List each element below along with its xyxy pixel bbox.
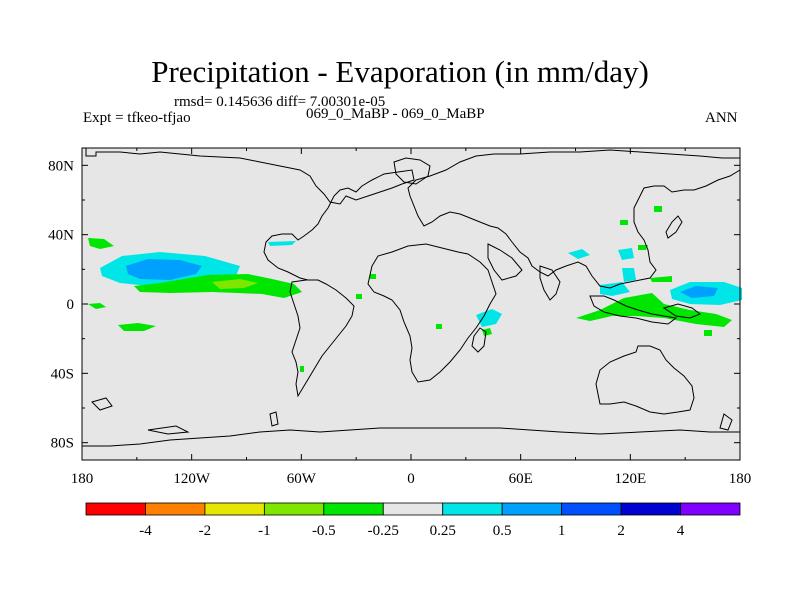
indonesia-coast bbox=[589, 295, 678, 325]
asia-wet bbox=[568, 249, 590, 259]
pacific-warm-dry bbox=[650, 276, 672, 282]
y-tick-label: 40S bbox=[51, 366, 74, 382]
japan-wet bbox=[618, 248, 634, 260]
japan-coast bbox=[665, 215, 683, 239]
arabia-dry bbox=[370, 274, 376, 279]
colorbar-label: -0.25 bbox=[368, 523, 399, 539]
x-tick-label: 60E bbox=[509, 471, 533, 487]
colorbar-box bbox=[263, 502, 325, 516]
colorbar-box bbox=[145, 502, 206, 516]
colorbar-box bbox=[323, 502, 384, 516]
anomaly-patches bbox=[88, 206, 742, 372]
sub-antarctic-island-coast bbox=[91, 397, 113, 411]
new-zealand-coast bbox=[719, 413, 733, 431]
colorbar-box bbox=[501, 502, 563, 516]
x-axis-ticks: 180 120W 60W 0 60E 120E 180 bbox=[71, 148, 752, 487]
caribbean-dry bbox=[356, 294, 362, 299]
x-tick-label: 180 bbox=[729, 471, 752, 487]
madagascar-wet bbox=[476, 309, 502, 327]
eurasia-coast bbox=[407, 149, 741, 289]
madagascar-coast bbox=[471, 327, 487, 353]
y-tick-label: 0 bbox=[67, 297, 75, 313]
maritime-wet bbox=[600, 282, 630, 296]
india-coast bbox=[539, 265, 561, 301]
y-tick-label: 80N bbox=[48, 158, 74, 174]
colorbar: -4 -2 -1 -0.5 -0.25 0.25 0.5 1 2 4 bbox=[85, 502, 741, 539]
colorbar-box bbox=[561, 502, 622, 516]
western-pacific-wet-core bbox=[680, 286, 718, 298]
season-label: ANN bbox=[705, 110, 738, 126]
africa-coast bbox=[367, 243, 497, 383]
australia-coast bbox=[595, 345, 695, 415]
stats-text: rmsd= 0.145636 diff= 7.00301e-05 bbox=[174, 94, 386, 110]
philippines-wet bbox=[622, 268, 636, 282]
y-tick-label: 40N bbox=[48, 228, 74, 244]
southeast-pacific-dry bbox=[118, 323, 156, 331]
colorbar-box bbox=[85, 502, 146, 516]
chart-title: Precipitation - Evaporation (in mm/day) bbox=[151, 54, 649, 89]
central-pacific-wet-core bbox=[126, 259, 202, 280]
gulf-wet bbox=[268, 241, 296, 246]
x-tick-label: 180 bbox=[71, 471, 94, 487]
x-tick-label: 60W bbox=[287, 471, 317, 487]
africa-dry-small bbox=[436, 324, 442, 329]
antarctic-peninsula-coast bbox=[269, 411, 279, 427]
y-tick-label: 80S bbox=[51, 436, 74, 452]
colorbar-label: 2 bbox=[617, 523, 625, 539]
y-axis-ticks: 80N 40N 0 40S 80S bbox=[48, 158, 740, 452]
experiment-label: Expt = tfkeo-tfjao bbox=[83, 110, 191, 126]
new-guinea-coast bbox=[662, 303, 702, 319]
x-tick-label: 0 bbox=[407, 471, 415, 487]
australia-dry-small bbox=[704, 330, 712, 336]
x-tick-label: 120E bbox=[614, 471, 646, 487]
indochina-dry bbox=[638, 245, 648, 250]
maritime-dry-north bbox=[626, 298, 654, 308]
colorbar-label: -0.5 bbox=[312, 523, 336, 539]
east-asia-dry bbox=[620, 220, 628, 225]
east-pacific-dry bbox=[88, 303, 106, 309]
colorbar-label: -2 bbox=[199, 523, 212, 539]
nw-pacific-dry bbox=[654, 206, 662, 212]
coastlines bbox=[82, 148, 741, 447]
subtropical-dry bbox=[88, 238, 114, 249]
north-america-coast bbox=[85, 148, 415, 281]
colorbar-label: 0.25 bbox=[430, 523, 456, 539]
arabia-coast bbox=[487, 243, 523, 281]
chart-subtitle: 069_0_MaBP - 069_0_MaBP bbox=[306, 106, 485, 122]
pacific-itcz-dry-inner bbox=[212, 279, 258, 289]
south-america-dry bbox=[300, 366, 304, 372]
colorbar-label: 4 bbox=[677, 523, 685, 539]
madagascar-dry bbox=[482, 328, 492, 336]
colorbar-label: -4 bbox=[139, 523, 152, 539]
colorbar-label: 1 bbox=[558, 523, 566, 539]
x-tick-label: 120W bbox=[173, 471, 211, 487]
south-america-coast bbox=[289, 279, 355, 398]
colorbar-label: 0.5 bbox=[493, 523, 512, 539]
colorbar-label: -1 bbox=[258, 523, 271, 539]
colorbar-box bbox=[680, 502, 741, 516]
colorbar-box bbox=[204, 502, 265, 516]
greenland-coast bbox=[393, 157, 431, 185]
colorbar-box bbox=[620, 502, 681, 516]
antarctica-coast bbox=[82, 427, 740, 447]
tierra-del-fuego-coast bbox=[147, 425, 190, 435]
colorbar-box bbox=[382, 502, 444, 516]
colorbar-box bbox=[442, 502, 503, 516]
maritime-dry bbox=[576, 293, 732, 327]
